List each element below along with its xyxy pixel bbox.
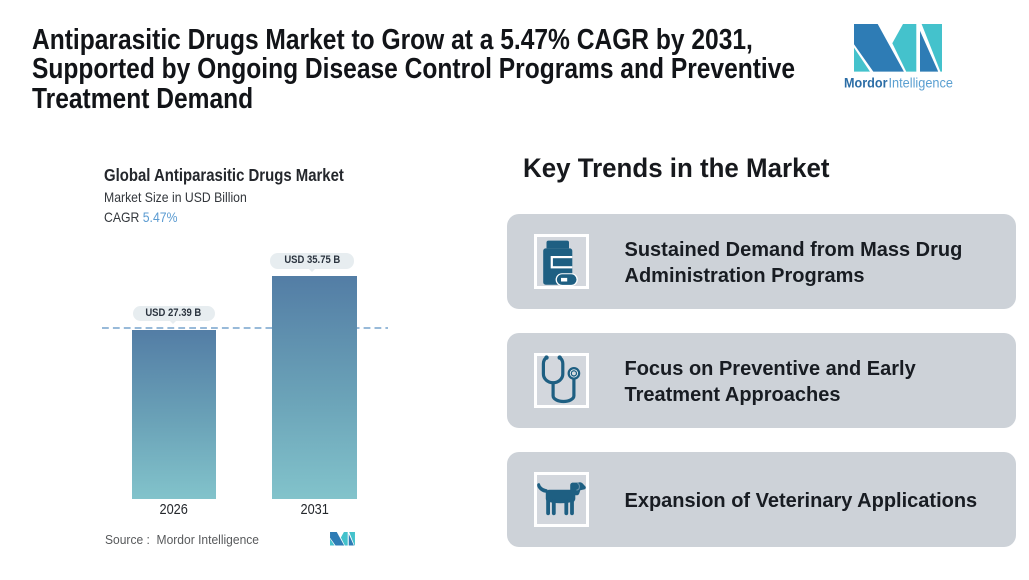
svg-text:Mordor: Mordor [844, 76, 888, 91]
svg-text:Intelligence: Intelligence [889, 76, 954, 91]
